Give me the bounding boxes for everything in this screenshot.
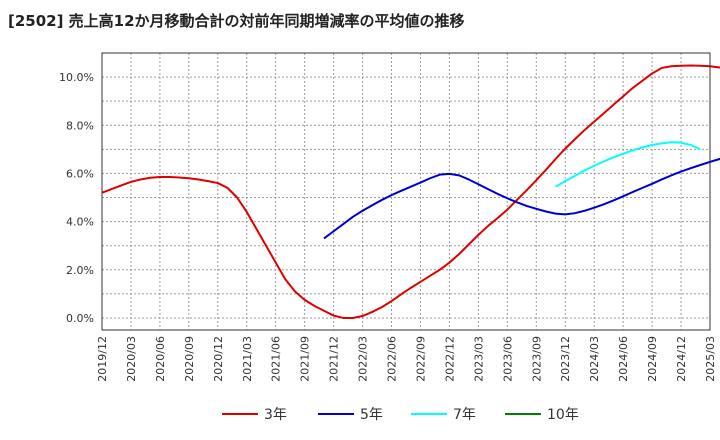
x-tick-label: 2022/06 <box>386 336 399 382</box>
x-tick-label: 2020/03 <box>125 336 138 382</box>
legend-label-2: 7年 <box>453 407 476 423</box>
x-tick-label: 2024/09 <box>646 336 659 382</box>
x-tick-label: 2022/09 <box>414 336 427 382</box>
plot-area-frame <box>101 52 711 331</box>
x-tick-label: 2024/12 <box>675 336 688 382</box>
x-tick-label: 2025/03 <box>704 336 717 382</box>
x-tick-label: 2019/12 <box>96 336 109 382</box>
series-line-2 <box>555 141 701 188</box>
x-tick-label: 2024/06 <box>617 336 630 382</box>
chart-title: [2502] 売上高12か月移動合計の対前年同期増減率の平均値の推移 <box>8 12 465 30</box>
y-tick-label: 4.0% <box>66 216 94 229</box>
x-tick-label: 2023/12 <box>559 336 572 382</box>
y-tick-label: 0.0% <box>66 312 94 325</box>
x-tick-label: 2020/12 <box>212 336 225 382</box>
legend-label-0: 3年 <box>264 407 287 423</box>
x-tick-label: 2022/12 <box>443 336 456 382</box>
y-tick-label: 6.0% <box>66 167 94 180</box>
x-tick-label: 2023/06 <box>501 336 514 382</box>
x-axis-ticks: 2019/12 2020/03 2020/06 2020/09 2020/12 2021/… <box>96 336 717 382</box>
x-tick-label: 2023/09 <box>530 336 543 382</box>
x-tick-label: 2020/06 <box>154 336 167 382</box>
y-axis-ticks: 0.0% 2.0% 4.0% 6.0% 8.0% 10.0% <box>59 71 94 325</box>
series-line-1 <box>323 157 720 240</box>
y-tick-label: 10.0% <box>59 71 94 84</box>
y-tick-label: 2.0% <box>66 264 94 277</box>
series-lines <box>101 64 720 319</box>
x-tick-label: 2023/03 <box>472 336 485 382</box>
legend-label-3: 10年 <box>547 407 579 423</box>
grid-lines <box>101 53 711 330</box>
x-tick-label: 2021/09 <box>299 336 312 382</box>
y-tick-label: 8.0% <box>66 119 94 132</box>
x-tick-label: 2021/12 <box>328 336 341 382</box>
x-tick-label: 2020/09 <box>183 336 196 382</box>
series-line-0 <box>101 64 720 319</box>
legend: 3年 5年 7年 10年 <box>222 407 579 423</box>
x-tick-label: 2021/06 <box>270 336 283 382</box>
x-tick-label: 2024/03 <box>588 336 601 382</box>
x-tick-label: 2021/03 <box>241 336 254 382</box>
legend-label-1: 5年 <box>360 407 383 423</box>
x-tick-label: 2022/03 <box>357 336 370 382</box>
